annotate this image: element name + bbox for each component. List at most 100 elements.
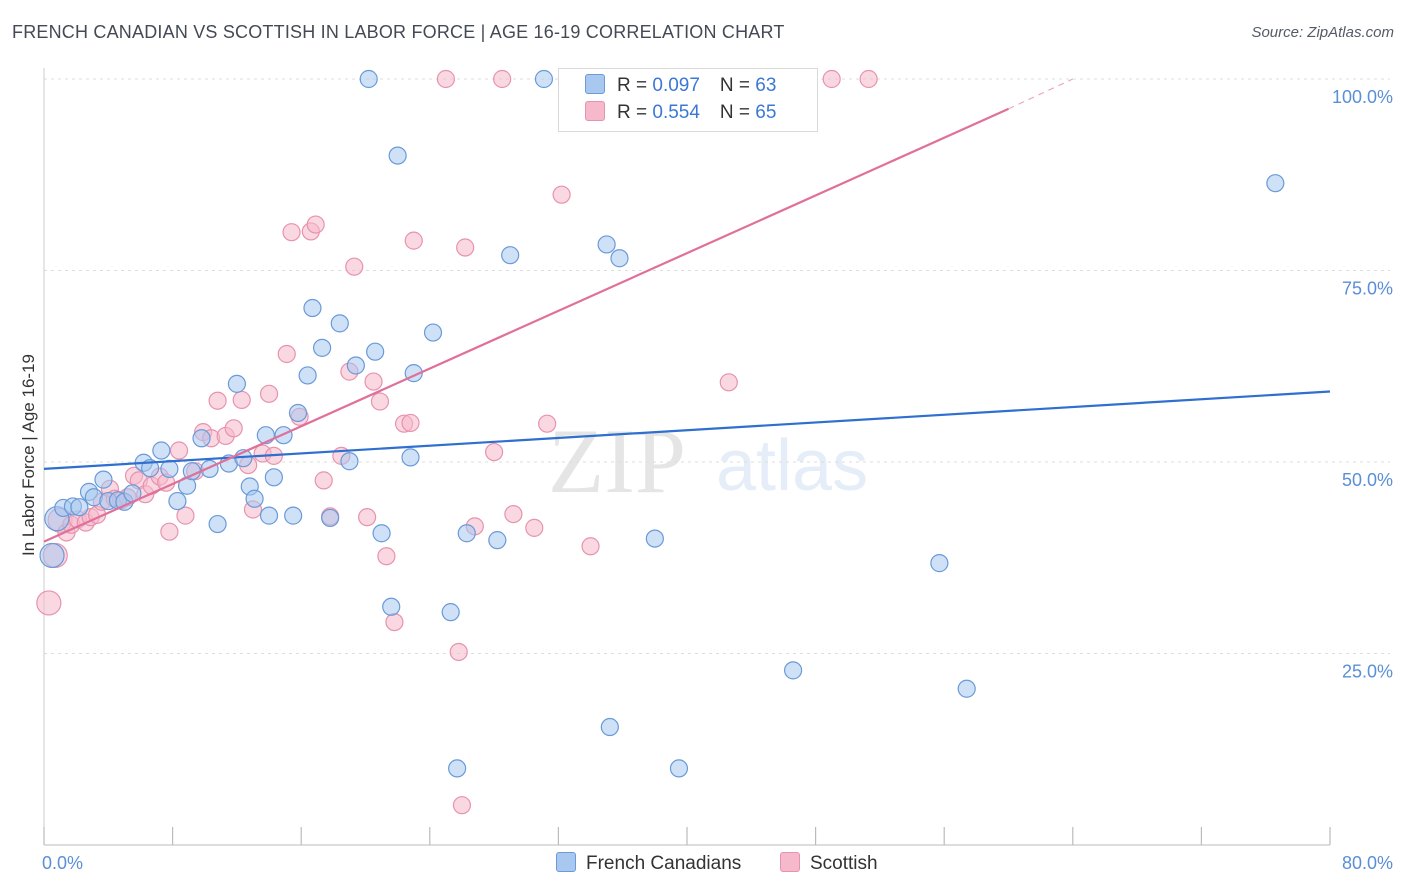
- scottish-trend-line: [43, 107, 1009, 543]
- legend-swatch-blue: [585, 74, 605, 94]
- y-tick-label: 100.0%: [1332, 87, 1393, 107]
- grid-lines: [44, 78, 1390, 654]
- scottish-point: [224, 419, 243, 438]
- scottish-points: [36, 69, 878, 815]
- legend-swatch-pink: [585, 101, 605, 121]
- scottish-point: [277, 344, 296, 364]
- french-canadian-point: [957, 679, 976, 698]
- bottom-legend-swatch-pink: [780, 852, 800, 872]
- french-canadian-point: [423, 323, 443, 342]
- french-canadian-point: [208, 514, 227, 534]
- french-canadian-point: [388, 146, 407, 165]
- scottish-point: [452, 796, 472, 815]
- french-canadian-point: [245, 489, 264, 508]
- french-canadian-point: [94, 470, 113, 489]
- french-canadian-point: [39, 542, 65, 569]
- french-canadian-point: [1266, 174, 1285, 193]
- scottish-point: [314, 471, 333, 490]
- french-canadian-point: [610, 249, 629, 268]
- french-canadian-point: [669, 759, 689, 778]
- y-tick-label: 25.0%: [1342, 662, 1393, 682]
- scottish-point: [719, 373, 738, 392]
- scottish-trend-extension: [1008, 78, 1074, 110]
- y-tick-label: 50.0%: [1342, 470, 1393, 490]
- scottish-point: [404, 231, 423, 250]
- scottish-point: [385, 612, 404, 632]
- french-canadian-point: [382, 597, 401, 616]
- scottish-point: [538, 414, 557, 433]
- bottom-legend-french-canadians: French Canadians: [556, 852, 741, 875]
- french-canadian-point: [168, 491, 187, 511]
- x-tick-label: 0.0%: [42, 853, 83, 873]
- scottish-point: [581, 537, 600, 556]
- scottish-point: [377, 547, 396, 566]
- scottish-point: [169, 441, 189, 460]
- scottish-point: [859, 69, 878, 89]
- legend-row-scottish: R = 0.554 N = 65: [585, 101, 776, 127]
- scottish-point: [282, 223, 301, 242]
- correlation-legend: R = 0.097 N = 63 R = 0.554 N = 65: [558, 68, 818, 132]
- legend-n-value-blue: 63: [755, 75, 777, 96]
- french-canadian-point: [288, 403, 308, 423]
- scottish-point: [208, 391, 227, 410]
- watermark-atlas: atlas: [716, 426, 868, 506]
- french-canadian-point: [227, 374, 246, 393]
- french-canadian-point: [441, 603, 460, 622]
- french-canadian-point: [192, 429, 211, 448]
- trend-lines: [43, 78, 1331, 543]
- french-canadian-point: [501, 246, 520, 265]
- french-canadian-point: [359, 69, 378, 89]
- french-canadian-trend-line: [43, 390, 1331, 470]
- french-canadian-point: [321, 508, 340, 528]
- french-canadian-point: [346, 356, 365, 375]
- tick-labels: 25.0% 50.0% 75.0% 100.0% 0.0% 80.0%: [42, 87, 1393, 873]
- scottish-point: [370, 392, 390, 411]
- bottom-legend-label-pink: Scottish: [810, 853, 878, 874]
- french-canadian-point: [330, 314, 349, 333]
- legend-row-french-canadians: R = 0.097 N = 63: [585, 74, 776, 100]
- axes: [43, 68, 1331, 846]
- bottom-legend-swatch-blue: [556, 852, 576, 872]
- french-canadian-point: [298, 366, 317, 385]
- french-canadian-point: [448, 759, 467, 778]
- watermark-zip: ZIP: [548, 410, 686, 512]
- french-canadian-point: [534, 69, 554, 89]
- legend-r-label-pink: R =: [617, 102, 653, 123]
- legend-r-value-blue: 0.097: [652, 75, 700, 96]
- legend-n-label-blue: N =: [719, 75, 756, 96]
- scottish-point: [232, 390, 251, 410]
- scottish-point: [160, 522, 179, 541]
- scottish-point: [401, 413, 420, 433]
- french-canadian-point: [160, 459, 179, 478]
- bottom-legend-scottish: Scottish: [780, 852, 878, 875]
- legend-n-value-pink: 65: [755, 102, 777, 123]
- french-canadian-point: [340, 452, 359, 471]
- scottish-point: [485, 442, 504, 462]
- scottish-point: [306, 215, 325, 234]
- french-canadian-point: [264, 468, 283, 487]
- y-axis-title: In Labor Force | Age 16-19: [19, 354, 38, 556]
- scottish-point: [456, 238, 475, 257]
- french-canadian-point: [457, 524, 476, 543]
- watermark: ZIP atlas: [548, 410, 868, 512]
- scottish-point: [822, 69, 841, 89]
- scottish-point: [493, 69, 512, 89]
- scottish-point: [552, 185, 571, 204]
- scottish-point: [504, 504, 523, 524]
- scottish-point: [345, 257, 364, 276]
- scottish-point: [358, 508, 377, 527]
- french-canadian-point: [597, 235, 616, 254]
- french-canadian-point: [140, 459, 160, 478]
- french-canadian-points: [39, 69, 1285, 778]
- scottish-point: [364, 372, 383, 391]
- french-canadian-point: [70, 498, 89, 517]
- scottish-point: [525, 518, 544, 537]
- legend-r-value-pink: 0.554: [652, 102, 700, 123]
- scottish-point: [436, 69, 455, 89]
- chart-source: Source: ZipAtlas.com: [1251, 24, 1394, 41]
- y-tick-label: 75.0%: [1342, 279, 1393, 299]
- french-canadian-point: [401, 448, 420, 467]
- french-canadian-point: [152, 441, 171, 460]
- french-canadian-point: [284, 506, 303, 525]
